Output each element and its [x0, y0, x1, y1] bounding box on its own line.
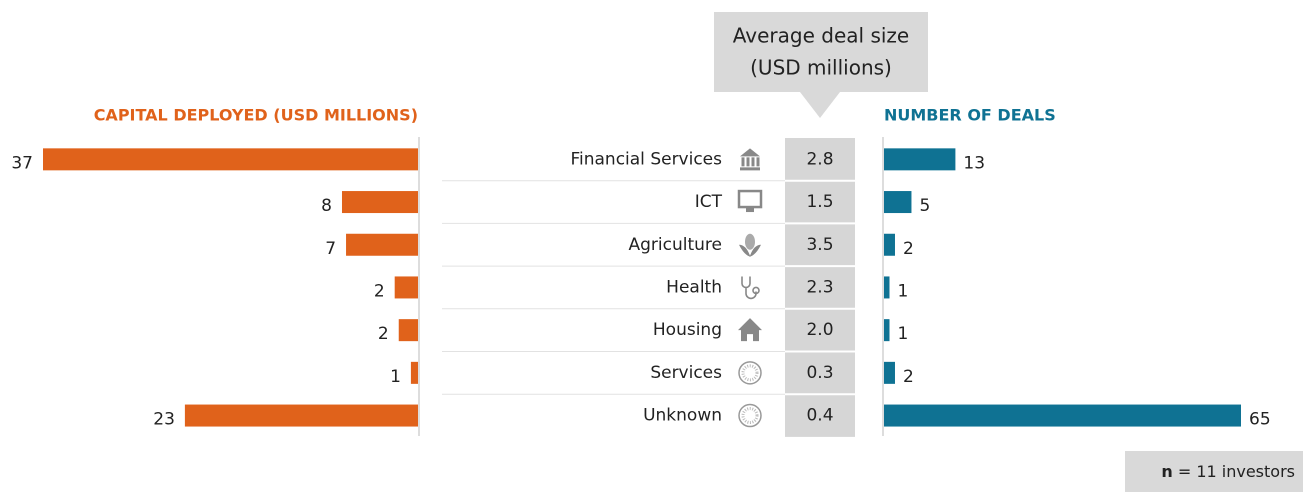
bar [884, 233, 895, 256]
bar [884, 319, 890, 342]
icon [741, 364, 759, 382]
table-value: 3.5 [806, 235, 833, 255]
data-label: 2 [903, 239, 914, 259]
icon [745, 233, 755, 250]
category-label: Housing [653, 320, 722, 340]
data-label: 1 [897, 324, 908, 344]
icon [746, 207, 754, 213]
bar [184, 404, 418, 427]
icon [741, 157, 745, 167]
icon [737, 189, 763, 209]
table-value: 0.3 [806, 363, 833, 383]
bar [884, 361, 895, 384]
header-box [714, 12, 928, 92]
icon [738, 361, 762, 385]
data-label: 1 [897, 281, 908, 301]
table-value: 2.0 [806, 320, 833, 340]
icon [738, 403, 762, 428]
bar [884, 404, 1241, 427]
bar [410, 361, 418, 384]
icon [741, 407, 759, 425]
category-label: ICT [695, 192, 723, 212]
bar [341, 191, 418, 214]
table-value: 2.8 [806, 149, 833, 169]
legend-title: NUMBER OF DEALS [884, 106, 1056, 125]
category-label: Health [666, 277, 722, 297]
table-title: Average deal size [733, 24, 909, 48]
data-label: 23 [153, 410, 175, 430]
data-label: 2 [378, 324, 389, 344]
data-label: 7 [325, 239, 336, 259]
bar [346, 233, 418, 256]
data-label: 1 [390, 367, 401, 387]
table-value: 0.4 [806, 406, 833, 426]
category-label: Financial Services [570, 149, 722, 169]
data-label: 65 [1249, 410, 1271, 430]
icon [752, 286, 760, 295]
footnote-text: = 11 investors [1178, 462, 1295, 481]
table-bg [785, 138, 855, 437]
bar [398, 319, 418, 342]
bar [43, 148, 418, 171]
data-label: 5 [919, 196, 930, 216]
data-label: 8 [321, 196, 332, 216]
icon [751, 157, 755, 167]
legend-title: CAPITAL DEPLOYED (USD MILLIONS) [94, 106, 418, 125]
icon [738, 318, 762, 342]
footnote-box [1125, 451, 1303, 492]
bar [884, 276, 890, 299]
data-label: 37 [11, 153, 33, 173]
header-pointer [800, 92, 840, 118]
data-label: 13 [963, 153, 985, 173]
footnote-label: n [1161, 462, 1172, 481]
category-label: Agriculture [629, 235, 723, 255]
footnote: n = 11 investors [1161, 462, 1295, 481]
category-label: Unknown [643, 406, 722, 426]
icon [756, 157, 760, 167]
table-value: 1.5 [806, 192, 833, 212]
icon [746, 157, 750, 167]
icon [739, 244, 761, 257]
bar [394, 276, 418, 299]
table-title: (USD millions) [750, 56, 892, 80]
icon [740, 148, 760, 171]
data-label: 2 [903, 367, 914, 387]
bar [884, 191, 912, 214]
bar [884, 148, 956, 171]
table-value: 2.3 [806, 277, 833, 297]
category-label: Services [650, 363, 722, 383]
data-label: 2 [374, 281, 385, 301]
